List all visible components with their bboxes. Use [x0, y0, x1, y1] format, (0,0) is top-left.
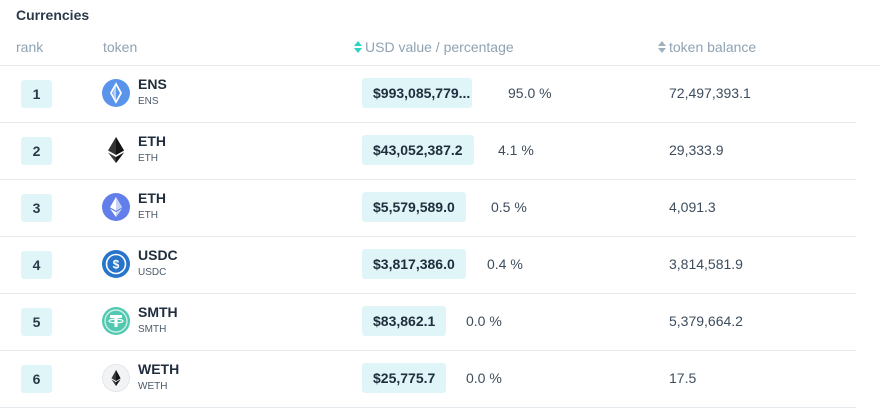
usd-value: $43,052,387.2 — [362, 135, 474, 165]
header-token: token — [103, 39, 138, 55]
percentage: 0.5 % — [491, 199, 527, 215]
usdc-icon: $ — [102, 250, 130, 278]
token-name[interactable]: ETH — [138, 133, 166, 149]
token-name[interactable]: USDC — [138, 247, 178, 263]
token-symbol: ENS — [138, 96, 159, 107]
table-row[interactable]: 3 ETH ETH $5,579,589.0 0.5 % 4,091.3 — [0, 180, 856, 237]
percentage: 95.0 % — [508, 85, 552, 101]
token-balance: 29,333.9 — [669, 142, 724, 158]
token-symbol: SMTH — [138, 324, 167, 335]
token-balance: 17.5 — [669, 370, 697, 386]
header-usd-label: USD value / percentage — [365, 39, 514, 55]
token-balance: 5,379,664.2 — [669, 313, 743, 329]
eth-black-icon — [108, 137, 124, 163]
table-row[interactable]: 2 ETH ETH $43,052,387.2 4.1 % 29,333.9 — [0, 123, 856, 180]
table-row[interactable]: 6 WETH WETH $25,775.7 0.0 % 17.5 — [0, 351, 856, 408]
token-symbol: ETH — [138, 210, 158, 221]
svg-text:$: $ — [113, 258, 120, 272]
percentage: 0.4 % — [487, 256, 523, 272]
table-row[interactable]: 1 ENS ENS $993,085,779... 95.0 % 72,497,… — [0, 66, 856, 123]
usd-value: $83,862.1 — [362, 306, 447, 336]
table-row[interactable]: 4 $ USDC USDC $3,817,386.0 0.4 % 3,814,5… — [0, 237, 856, 294]
ens-icon — [102, 79, 130, 107]
tether-icon — [102, 307, 130, 335]
token-name[interactable]: SMTH — [138, 304, 178, 320]
percentage: 4.1 % — [498, 142, 534, 158]
currency-table-body: 1 ENS ENS $993,085,779... 95.0 % 72,497,… — [0, 66, 856, 408]
header-usd-sort[interactable]: USD value / percentage — [354, 39, 514, 55]
token-name[interactable]: ETH — [138, 190, 166, 206]
sort-icon — [354, 41, 362, 53]
header-rank: rank — [16, 39, 44, 55]
usd-value: $993,085,779... — [362, 78, 472, 108]
table-header: rank token USD value / percentage token … — [0, 37, 880, 66]
usd-value: $5,579,589.0 — [362, 192, 466, 222]
sort-icon — [658, 41, 666, 53]
rank-badge: 6 — [21, 365, 52, 393]
rank-badge: 1 — [21, 80, 52, 108]
token-balance: 72,497,393.1 — [669, 85, 751, 101]
percentage: 0.0 % — [466, 313, 502, 329]
token-symbol: ETH — [138, 153, 158, 164]
token-balance: 3,814,581.9 — [669, 256, 743, 272]
usd-value: $3,817,386.0 — [362, 249, 466, 279]
table-row[interactable]: 5 SMTH SMTH $83,862.1 0.0 % 5,379,664.2 — [0, 294, 856, 351]
weth-icon — [102, 364, 130, 392]
header-balance-label: token balance — [669, 39, 757, 55]
token-symbol: WETH — [138, 381, 168, 392]
header-balance-sort[interactable]: token balance — [658, 39, 756, 55]
rank-badge: 5 — [21, 308, 52, 336]
percentage: 0.0 % — [466, 370, 502, 386]
rank-badge: 4 — [21, 251, 52, 279]
rank-badge: 2 — [21, 137, 52, 165]
usd-value: $25,775.7 — [362, 363, 447, 393]
token-name[interactable]: WETH — [138, 361, 180, 377]
rank-badge: 3 — [21, 194, 52, 222]
token-name[interactable]: ENS — [138, 76, 167, 92]
token-symbol: USDC — [138, 267, 167, 278]
eth-blue-icon — [102, 193, 130, 221]
section-title: Currencies — [16, 7, 90, 23]
token-balance: 4,091.3 — [669, 199, 716, 215]
